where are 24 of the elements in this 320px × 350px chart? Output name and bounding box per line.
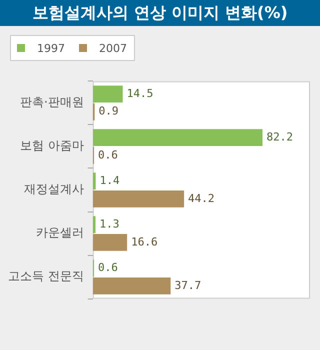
bar bbox=[92, 234, 128, 251]
data-label: 14.5 bbox=[126, 86, 154, 100]
data-label: 82.2 bbox=[266, 130, 293, 144]
data-label: 44.2 bbox=[188, 192, 215, 205]
data-label: 37.7 bbox=[174, 278, 202, 292]
legend-label: 2007 bbox=[99, 42, 127, 54]
bar bbox=[92, 277, 171, 294]
y-tick-label: 보험 아줌마 bbox=[20, 138, 84, 153]
data-label: 0.9 bbox=[98, 104, 119, 118]
y-tick-label: 고소득 전문직 bbox=[8, 269, 84, 284]
data-label: 1.3 bbox=[100, 217, 120, 230]
bar bbox=[92, 216, 96, 234]
data-label: 1.4 bbox=[100, 174, 120, 187]
bar bbox=[92, 86, 123, 103]
y-tick-label: 재정설계사 bbox=[24, 182, 84, 196]
y-tick-label: 카운셀러 bbox=[36, 226, 84, 240]
data-label: 0.6 bbox=[98, 260, 118, 274]
data-label: 0.6 bbox=[98, 148, 118, 162]
bar bbox=[92, 190, 184, 208]
data-label: 16.6 bbox=[131, 235, 158, 248]
bar bbox=[92, 129, 262, 146]
chart-title: 보험설계사의 연상 이미지 변화(%) bbox=[0, 0, 320, 26]
legend-label: 1997 bbox=[37, 42, 65, 54]
y-tick-label: 판촉·판매원 bbox=[20, 95, 84, 110]
